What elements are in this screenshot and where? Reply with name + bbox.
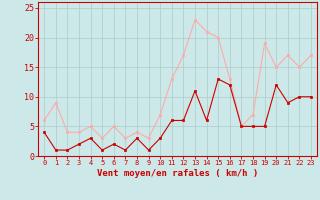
X-axis label: Vent moyen/en rafales ( km/h ): Vent moyen/en rafales ( km/h ) [97,169,258,178]
